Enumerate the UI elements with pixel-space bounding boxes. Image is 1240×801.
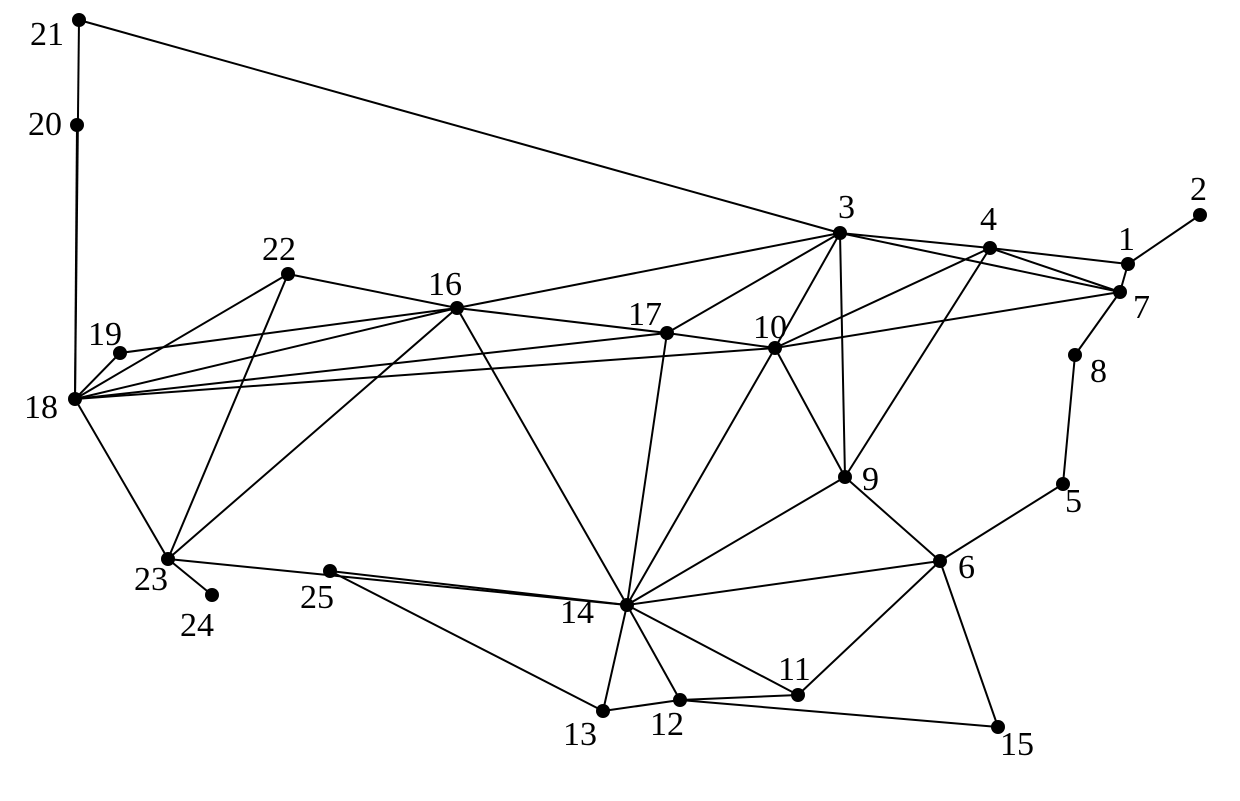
node-label-9: 9 — [862, 461, 879, 498]
edge-13-25 — [330, 571, 603, 711]
node-label-4: 4 — [980, 201, 997, 238]
edge-23-24 — [168, 559, 212, 595]
node-3 — [833, 226, 847, 240]
node-label-23: 23 — [134, 561, 168, 598]
node-22 — [281, 267, 295, 281]
network-diagram: 1234567891011121314151617181920212223242… — [0, 0, 1240, 801]
node-17 — [660, 326, 674, 340]
node-label-15: 15 — [1000, 726, 1034, 763]
node-label-5: 5 — [1065, 483, 1082, 520]
node-label-2: 2 — [1190, 171, 1207, 208]
node-8 — [1068, 348, 1082, 362]
edge-12-15 — [680, 700, 998, 727]
node-label-17: 17 — [628, 296, 662, 333]
edge-7-10 — [775, 292, 1120, 348]
node-2 — [1193, 208, 1207, 222]
node-11 — [791, 688, 805, 702]
edge-10-14 — [627, 348, 775, 605]
edge-3-21 — [79, 20, 840, 233]
edge-14-17 — [627, 333, 667, 605]
edge-6-14 — [627, 561, 940, 605]
node-label-25: 25 — [300, 579, 334, 616]
node-label-8: 8 — [1090, 353, 1107, 390]
node-label-16: 16 — [428, 266, 462, 303]
edge-18-23 — [75, 399, 168, 559]
node-7 — [1113, 285, 1127, 299]
node-label-18: 18 — [24, 389, 58, 426]
edge-22-23 — [168, 274, 288, 559]
edge-6-11 — [798, 561, 940, 695]
node-label-20: 20 — [28, 106, 62, 143]
node-label-24: 24 — [180, 607, 214, 644]
node-16 — [450, 301, 464, 315]
node-25 — [323, 564, 337, 578]
edge-5-8 — [1063, 355, 1075, 484]
node-label-13: 13 — [563, 716, 597, 753]
node-12 — [673, 693, 687, 707]
edge-3-4 — [840, 233, 990, 248]
edge-3-9 — [840, 233, 845, 477]
node-label-3: 3 — [838, 189, 855, 226]
edge-6-9 — [845, 477, 940, 561]
edge-9-10 — [775, 348, 845, 477]
node-14 — [620, 598, 634, 612]
node-label-12: 12 — [650, 706, 684, 743]
edge-16-23 — [168, 308, 457, 559]
edge-9-14 — [627, 477, 845, 605]
node-1 — [1121, 257, 1135, 271]
node-6 — [933, 554, 947, 568]
node-label-21: 21 — [30, 16, 64, 53]
node-24 — [205, 588, 219, 602]
node-9 — [838, 470, 852, 484]
node-18 — [68, 392, 82, 406]
edge-1-2 — [1128, 215, 1200, 264]
node-label-7: 7 — [1133, 289, 1150, 326]
edge-13-14 — [603, 605, 627, 711]
node-13 — [596, 704, 610, 718]
node-label-10: 10 — [753, 309, 787, 346]
node-label-22: 22 — [262, 231, 296, 268]
node-20 — [70, 118, 84, 132]
node-label-19: 19 — [88, 316, 122, 353]
edges-layer — [75, 20, 1200, 727]
edge-14-16 — [457, 308, 627, 605]
edge-11-12 — [680, 695, 798, 700]
edge-17-18 — [75, 333, 667, 399]
edge-7-8 — [1075, 292, 1120, 355]
node-label-11: 11 — [778, 651, 811, 688]
edge-16-19 — [120, 308, 457, 353]
node-21 — [72, 13, 86, 27]
node-label-14: 14 — [560, 594, 594, 631]
node-label-6: 6 — [958, 549, 975, 586]
node-label-1: 1 — [1118, 221, 1135, 258]
node-4 — [983, 241, 997, 255]
